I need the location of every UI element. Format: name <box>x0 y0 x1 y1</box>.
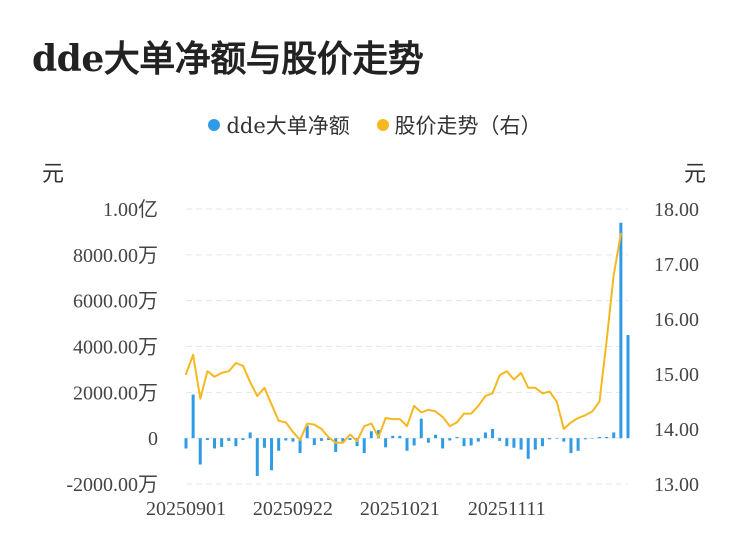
left-tick-label-4: 2000.00万 <box>73 382 158 404</box>
dde-bar-18 <box>312 438 316 446</box>
chart-title: dde大单净额与股价走势 <box>32 38 424 80</box>
left-tick-label-3: 4000.00万 <box>73 337 158 359</box>
dde-bar-14 <box>284 438 288 441</box>
left-tick-label-2: 6000.00万 <box>73 291 158 313</box>
dde-bar-5 <box>220 438 224 447</box>
dde-bar-55 <box>576 438 580 451</box>
dde-bar-24 <box>355 438 359 447</box>
dde-bar-46 <box>512 438 516 448</box>
dde-bar-3 <box>205 438 209 440</box>
dde-bar-12 <box>270 438 274 471</box>
dde-bar-33 <box>419 418 423 439</box>
price-line <box>185 232 622 444</box>
right-tick-label-3: 15.00 <box>654 364 699 386</box>
dde-bar-49 <box>533 438 537 450</box>
dde-bar-50 <box>540 438 544 447</box>
dde-bar-41 <box>476 438 480 442</box>
dde-bar-4 <box>213 438 217 449</box>
x-tick-label-2: 20251021 <box>360 498 440 520</box>
dde-bar-27 <box>376 430 380 439</box>
dde-bar-34 <box>426 438 430 443</box>
dde-bar-43 <box>491 429 495 439</box>
dde-bar-36 <box>441 438 445 449</box>
left-tick-label-6: -2000.00万 <box>66 474 158 496</box>
dde-bar-21 <box>334 438 338 452</box>
dde-bar-7 <box>234 438 238 447</box>
legend-label-price: 股价走势（右） <box>394 114 542 138</box>
dde-bar-58 <box>597 437 601 439</box>
dde-bar-61 <box>619 222 623 439</box>
dde-bar-62 <box>626 335 630 439</box>
dde-bar-26 <box>369 431 373 439</box>
dde-bar-20 <box>327 438 331 440</box>
dde-bar-54 <box>569 438 573 454</box>
dde-bar-1 <box>191 394 195 439</box>
x-tick-label-1: 20250922 <box>253 498 333 520</box>
right-tick-label-2: 16.00 <box>654 309 699 331</box>
dde-bar-0 <box>184 438 188 449</box>
left-axis-unit: 元 <box>42 162 65 187</box>
dde-bar-25 <box>362 438 366 454</box>
dde-bar-31 <box>405 438 409 451</box>
dde-bar-44 <box>498 438 502 441</box>
x-tick-label-0: 20250901 <box>146 498 226 520</box>
dde-bar-16 <box>298 438 302 454</box>
dde-bar-52 <box>555 438 559 439</box>
dde-bar-39 <box>462 438 466 447</box>
dde-bar-10 <box>255 438 259 476</box>
dde-bar-51 <box>548 438 552 440</box>
dde-bar-28 <box>384 438 388 448</box>
x-tick-label-3: 20251111 <box>468 498 546 520</box>
dde-bar-32 <box>412 438 416 446</box>
right-tick-label-5: 13.00 <box>654 474 699 496</box>
legend-dot-price <box>376 119 389 131</box>
dde-bar-45 <box>505 438 509 447</box>
dde-bar-29 <box>391 435 395 439</box>
dde-bar-42 <box>483 432 487 439</box>
dde-bar-2 <box>198 438 202 465</box>
dde-bar-11 <box>262 438 266 448</box>
dde-bar-57 <box>590 438 594 439</box>
chart-legend: dde大单净额 股价走势（右） <box>0 110 750 140</box>
right-tick-label-0: 18.00 <box>654 199 699 221</box>
right-tick-label-4: 14.00 <box>654 419 699 441</box>
legend-label-dde: dde大单净额 <box>226 114 350 138</box>
dde-bar-48 <box>526 438 530 459</box>
dde-bar-8 <box>241 438 245 440</box>
dde-bar-59 <box>605 437 609 439</box>
dde-bar-35 <box>434 434 438 439</box>
dde-bar-13 <box>277 438 281 451</box>
dde-bar-17 <box>305 425 309 439</box>
dde-bar-30 <box>398 435 402 439</box>
dde-bar-53 <box>562 438 566 442</box>
left-tick-label-5: 0 <box>148 428 158 450</box>
legend-dot-dde <box>208 119 221 131</box>
left-tick-label-0: 1.00亿 <box>103 198 158 221</box>
dde-bar-56 <box>583 438 587 440</box>
legend-item-dde[interactable]: dde大单净额 <box>208 110 350 140</box>
legend-item-price[interactable]: 股价走势（右） <box>376 110 542 140</box>
right-axis-unit: 元 <box>684 162 707 187</box>
right-tick-label-1: 17.00 <box>654 254 699 276</box>
dde-bar-22 <box>341 438 345 442</box>
dde-bar-15 <box>291 438 295 442</box>
dde-bar-40 <box>469 438 473 446</box>
left-tick-label-1: 8000.00万 <box>73 245 158 267</box>
dde-bar-37 <box>448 438 452 441</box>
dde-bar-6 <box>227 438 231 441</box>
dde-bar-9 <box>248 432 252 439</box>
dde-bar-47 <box>519 438 523 450</box>
dde-bar-23 <box>348 438 352 440</box>
dde-bar-19 <box>319 438 323 441</box>
dde-bar-60 <box>612 432 616 439</box>
dde-bar-38 <box>455 437 459 439</box>
